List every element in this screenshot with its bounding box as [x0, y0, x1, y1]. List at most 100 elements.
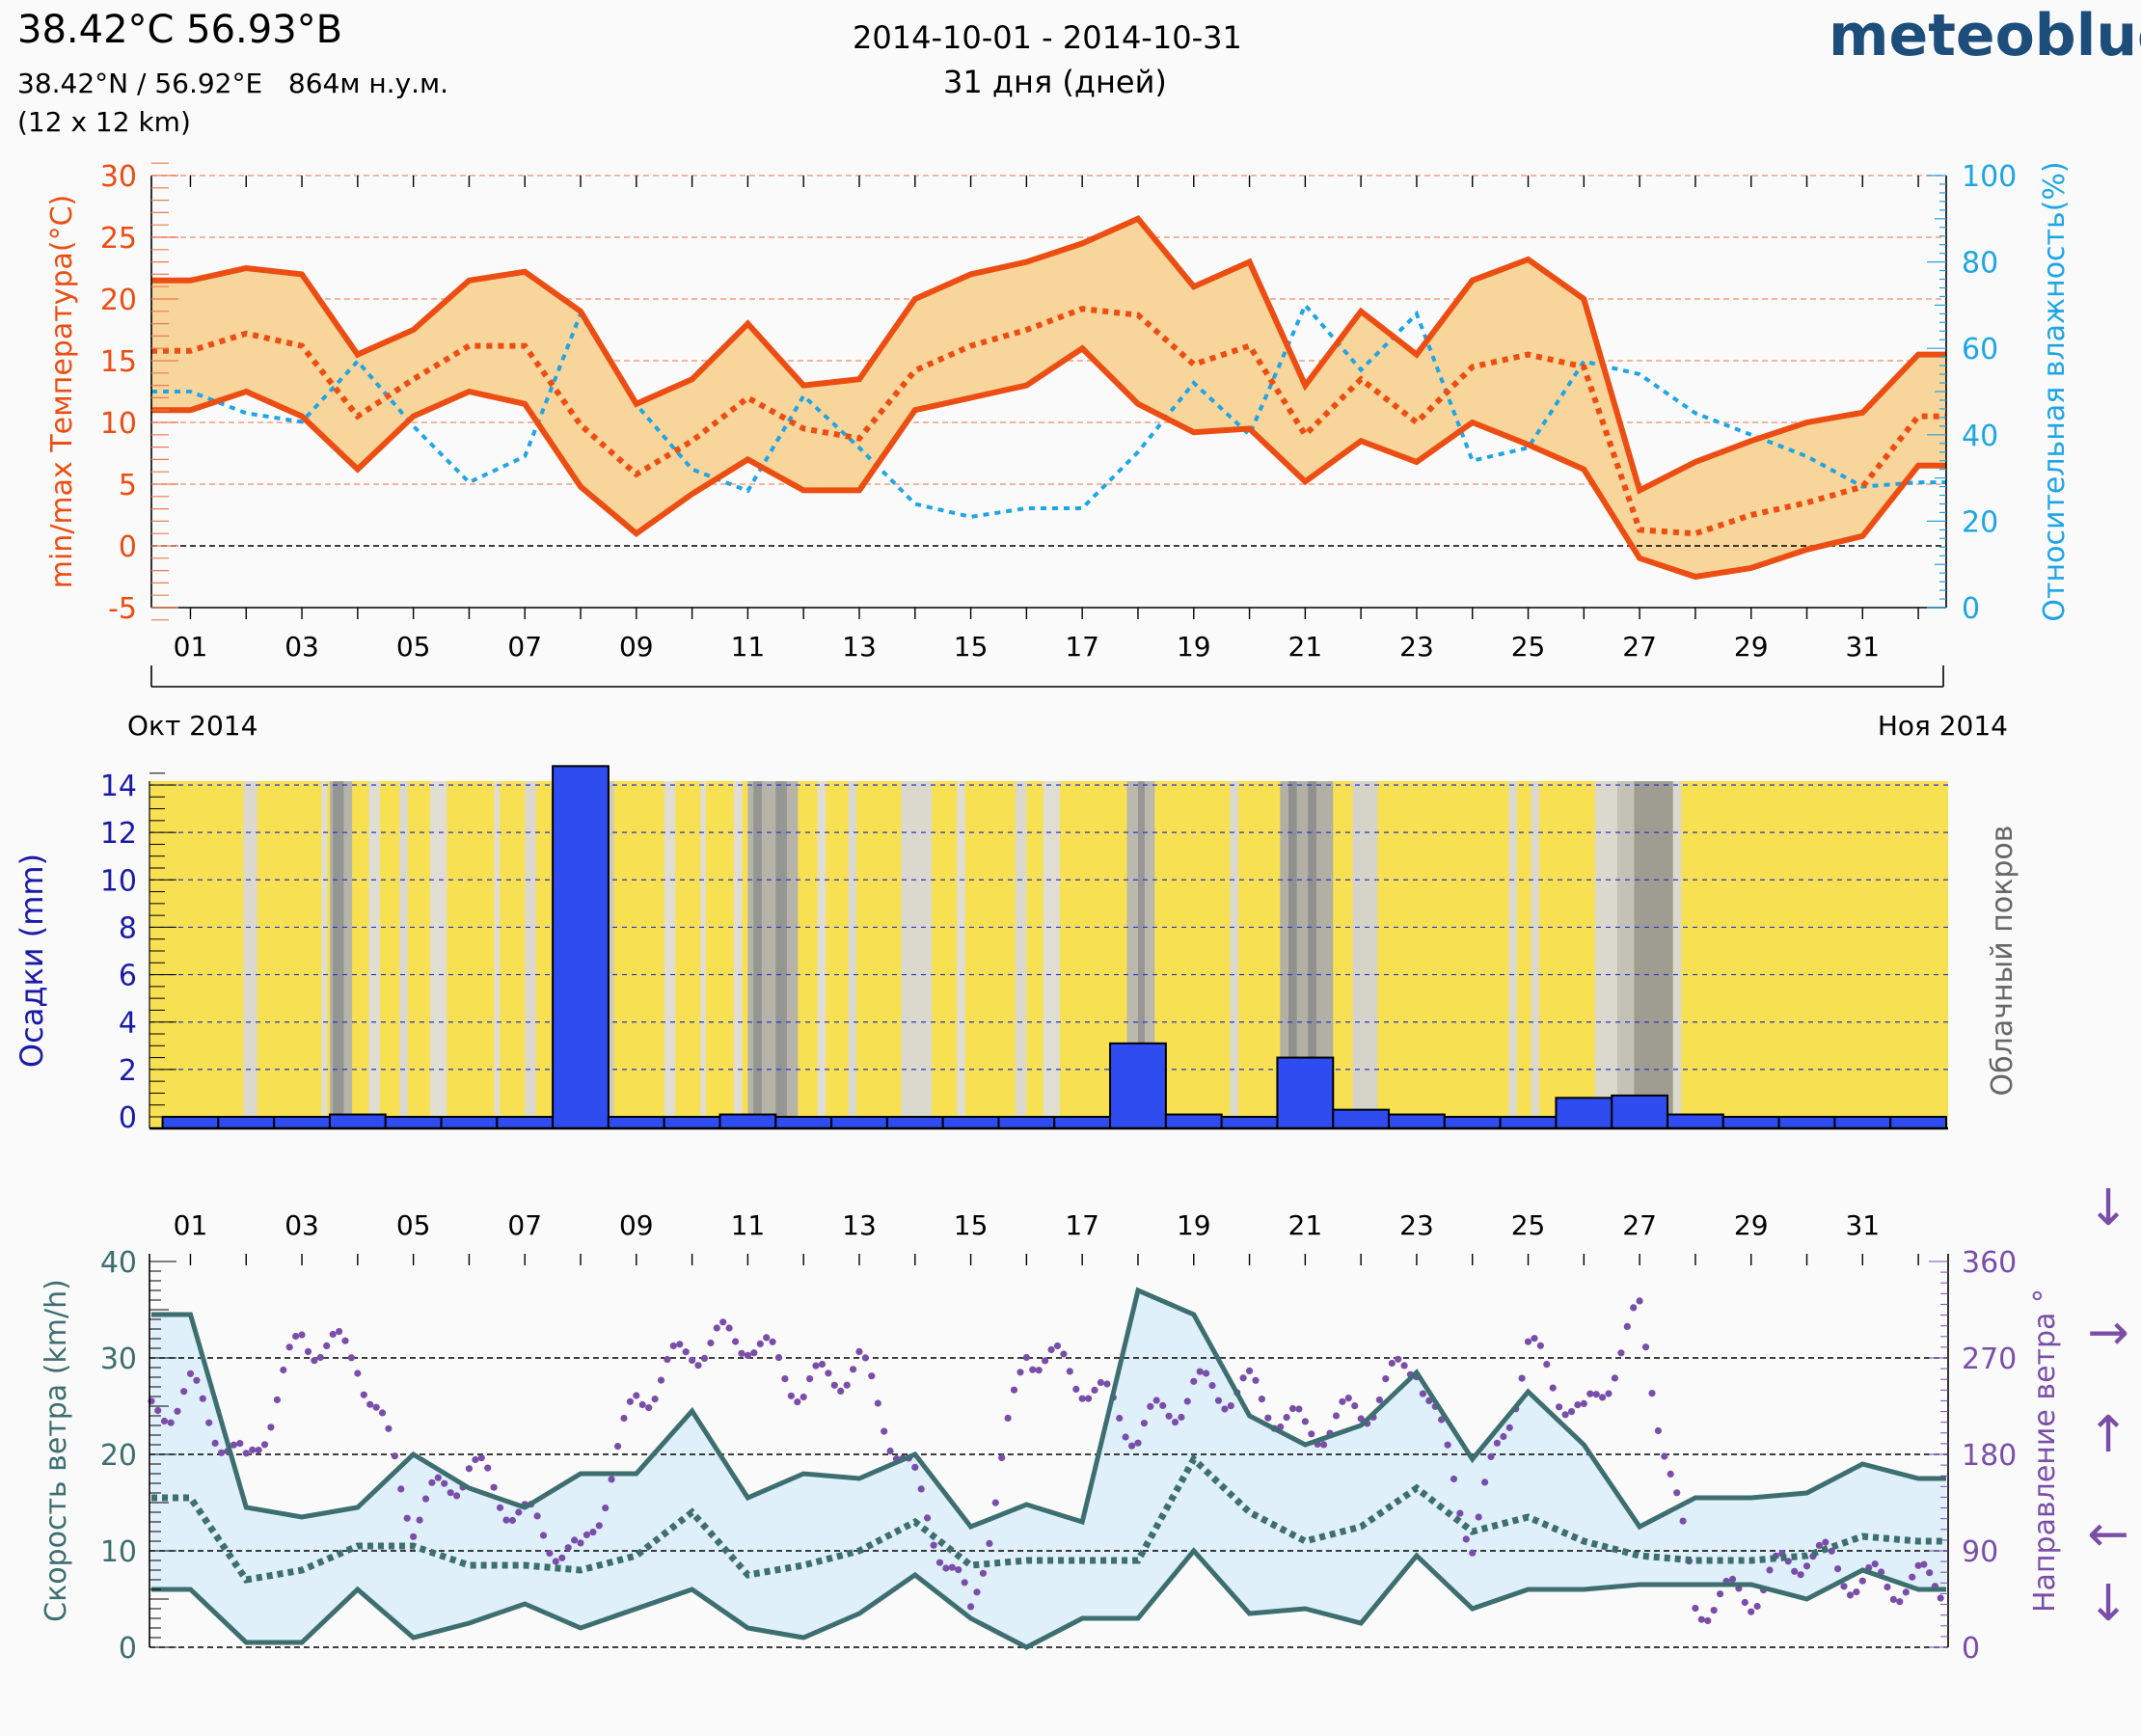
- temperature-tick-label: 25: [100, 222, 137, 256]
- wind-direction-dot: [874, 1399, 881, 1407]
- day-count: 31 дня (дней): [943, 64, 1167, 100]
- latlon-elevation: 38.42°N / 56.92°E 864м н.у.м.: [17, 68, 449, 99]
- wind-direction-dot: [416, 1516, 423, 1524]
- humidity-line: [151, 301, 1946, 519]
- wind-date-label: 05: [396, 1209, 431, 1241]
- wind-direction-arrow: →: [2087, 1304, 2129, 1362]
- wind-direction-dot: [577, 1539, 584, 1547]
- wind-direction-dot: [154, 1406, 162, 1415]
- precipitation-bar: [941, 1116, 1000, 1129]
- precipitation-bar: [885, 1116, 944, 1129]
- precipitation-bar: [663, 1116, 721, 1129]
- wind-direction-dot: [818, 1360, 827, 1369]
- wind-direction-dot: [1543, 1361, 1551, 1369]
- wind-range-band: [151, 1290, 1946, 1647]
- wind-direction-dot: [1475, 1513, 1482, 1521]
- cloud-cover-band: [664, 781, 676, 1128]
- month-label-oct: Окт 2014: [127, 710, 257, 742]
- precipitation-bar: [607, 1116, 665, 1129]
- wind-direction-dot: [1221, 1405, 1229, 1413]
- wind-direction-dot: [1834, 1565, 1842, 1573]
- precipitation-bar: [440, 1116, 499, 1129]
- wind-direction-dot: [1858, 1577, 1866, 1585]
- wind-date-label: 27: [1622, 1209, 1657, 1241]
- wind-direction-dot: [1196, 1368, 1204, 1375]
- temperature-date-label: 25: [1511, 631, 1546, 663]
- temperature-date-label: 23: [1399, 631, 1434, 663]
- wind-direction-dot: [1599, 1394, 1607, 1401]
- cloud-cover-band: [1230, 781, 1239, 1128]
- wind-direction-dot: [991, 1499, 999, 1506]
- wind-direction-dot: [1920, 1560, 1928, 1568]
- precipitation-bar: [552, 765, 610, 1129]
- wind-direction-dot: [1797, 1571, 1804, 1579]
- cloud-cover-band: [848, 781, 857, 1128]
- precipitation-bar: [1889, 1116, 1947, 1129]
- wind-date-label: 09: [619, 1209, 654, 1241]
- wind-direction-dot: [1258, 1396, 1265, 1403]
- precipitation-bar: [774, 1116, 833, 1129]
- wind-direction-dot: [935, 1559, 944, 1566]
- wind-direction-dot: [1190, 1377, 1198, 1385]
- wind-direction-dot: [329, 1330, 337, 1339]
- wind-speed-tick-label: 40: [100, 1246, 137, 1280]
- temperature-tick-label: 30: [100, 160, 137, 194]
- wind-direction-dot: [242, 1450, 250, 1457]
- wind-direction-dot: [707, 1339, 715, 1347]
- wind-direction-dot: [1122, 1433, 1129, 1441]
- wind-direction-dot: [583, 1531, 591, 1538]
- precipitation-tick-label: 0: [119, 1101, 137, 1135]
- wind-direction-points: [148, 1297, 1944, 1625]
- wind-direction-dot: [1902, 1588, 1910, 1596]
- wind-direction-dot: [1909, 1573, 1916, 1581]
- temperature-date-label: 31: [1845, 631, 1880, 663]
- temperature-tick-label: 15: [100, 345, 137, 379]
- cloud-cover-band: [1672, 781, 1682, 1128]
- wind-direction-dot: [1097, 1378, 1104, 1387]
- wind-direction-dot: [812, 1362, 820, 1370]
- coordinates-title: 38.42°C 56.93°В: [17, 8, 343, 52]
- precipitation-tick-label: 14: [100, 770, 137, 803]
- wind-direction-dot: [924, 1514, 932, 1522]
- wind-direction-dot: [1853, 1588, 1860, 1596]
- temperature-tick-label: -5: [108, 592, 137, 626]
- wind-direction-dot: [273, 1396, 281, 1403]
- wind-direction-dot: [533, 1512, 541, 1520]
- wind-date-label: 07: [507, 1209, 542, 1241]
- wind-direction-arrow: ↓: [2087, 1575, 2129, 1633]
- wind-direction-dot: [1053, 1342, 1062, 1350]
- wind-direction-dot: [1697, 1615, 1705, 1623]
- wind-direction-dot: [211, 1439, 219, 1447]
- wind-direction-dot: [1661, 1452, 1668, 1460]
- wind-direction-dot: [669, 1342, 677, 1350]
- cloud-cover-band: [1594, 781, 1618, 1128]
- wind-direction-dot: [651, 1396, 659, 1403]
- wind-direction-dot: [1704, 1616, 1712, 1625]
- temperature-date-label: 05: [396, 631, 431, 663]
- wind-direction-dot: [657, 1376, 665, 1384]
- wind-direction-dot: [1147, 1402, 1154, 1410]
- wind-direction-dot: [1308, 1430, 1315, 1438]
- wind-direction-dot: [1561, 1411, 1569, 1419]
- wind-direction-dot: [1717, 1590, 1724, 1598]
- cloud-cover-band: [700, 781, 707, 1128]
- wind-direction-dot: [1178, 1413, 1185, 1422]
- wind-direction-dot: [1450, 1475, 1458, 1483]
- wind-direction-tick-label: 90: [1962, 1535, 1998, 1569]
- humidity-axis-title: Относительная влажность(%): [2038, 161, 2072, 621]
- wind-direction-dot: [732, 1338, 740, 1345]
- wind-date-label: 11: [731, 1209, 766, 1241]
- wind-direction-dot: [1623, 1322, 1631, 1330]
- wind-direction-dot: [1301, 1418, 1309, 1425]
- wind-direction-dot: [180, 1388, 188, 1396]
- wind-direction-dot: [1103, 1380, 1111, 1388]
- precipitation-bar: [1777, 1116, 1836, 1129]
- wind-direction-dot: [1152, 1397, 1160, 1404]
- wind-direction-dot: [1060, 1350, 1068, 1358]
- precipitation-bar: [217, 1116, 276, 1129]
- wind-direction-dot: [260, 1441, 269, 1449]
- wind-direction-dot: [1580, 1399, 1587, 1407]
- precipitation-bar: [1053, 1116, 1112, 1129]
- date-range: 2014-10-01 - 2014-10-31: [853, 19, 1242, 56]
